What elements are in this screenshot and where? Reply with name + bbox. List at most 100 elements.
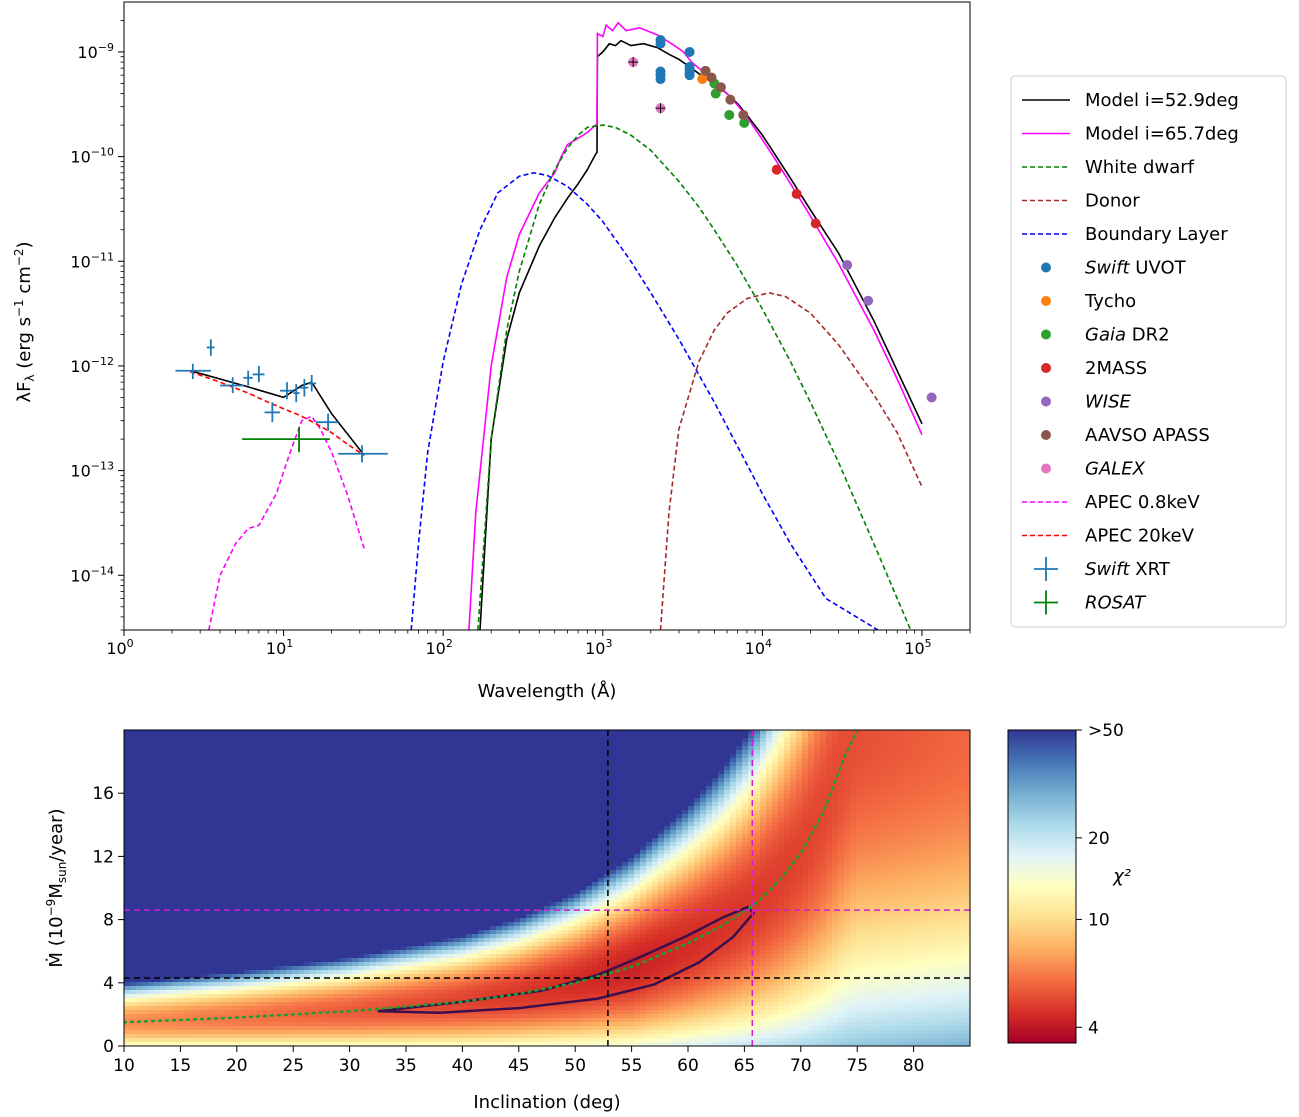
heatmap-cell bbox=[346, 982, 353, 987]
heatmap-cell bbox=[310, 862, 317, 867]
heatmap-cell bbox=[358, 942, 365, 947]
heatmap-cell bbox=[190, 882, 197, 887]
heatmap-cell bbox=[166, 926, 173, 931]
heatmap-cell bbox=[358, 970, 365, 975]
heatmap-cell bbox=[136, 970, 143, 975]
heatmap-cell bbox=[136, 794, 143, 799]
heatmap-cell bbox=[472, 938, 479, 943]
heatmap-cell bbox=[376, 1034, 383, 1039]
heatmap-cell bbox=[172, 950, 179, 955]
heatmap-cell bbox=[430, 966, 437, 971]
heatmap-cell bbox=[298, 910, 305, 915]
heatmap-cell bbox=[418, 862, 425, 867]
heatmap-cell bbox=[358, 930, 365, 935]
heatmap-cell bbox=[442, 1034, 449, 1039]
heatmap-cell bbox=[256, 986, 263, 991]
heatmap-cell bbox=[172, 1006, 179, 1011]
heatmap-cell bbox=[454, 830, 461, 835]
heatmap-cell bbox=[280, 1014, 287, 1019]
heatmap-cell bbox=[196, 730, 203, 735]
heatmap-cell bbox=[430, 822, 437, 827]
heatmap-cell bbox=[460, 894, 467, 899]
heatmap-cell bbox=[316, 858, 323, 863]
heatmap-cell bbox=[460, 990, 467, 995]
heatmap-cell bbox=[196, 974, 203, 979]
heatmap-cell bbox=[202, 998, 209, 1003]
heatmap-cell bbox=[184, 902, 191, 907]
heatmap-cell bbox=[172, 1042, 179, 1046]
heatmap-cell bbox=[424, 938, 431, 943]
heatmap-cell bbox=[364, 790, 371, 795]
heatmap-cell bbox=[400, 1022, 407, 1027]
heatmap-cell bbox=[190, 746, 197, 751]
heatmap-cell bbox=[286, 990, 293, 995]
heatmap-cell bbox=[262, 794, 269, 799]
heatmap-cell bbox=[448, 762, 455, 767]
heatmap-cell bbox=[268, 790, 275, 795]
heatmap-cell bbox=[412, 938, 419, 943]
heatmap-cell bbox=[202, 866, 209, 871]
heatmap-cell bbox=[376, 906, 383, 911]
heatmap-cell bbox=[310, 954, 317, 959]
heatmap-cell bbox=[274, 966, 281, 971]
heatmap-cell bbox=[154, 914, 161, 919]
heatmap-cell bbox=[232, 966, 239, 971]
heatmap-cell bbox=[232, 946, 239, 951]
heatmap-cell bbox=[166, 890, 173, 895]
heatmap-cell bbox=[160, 766, 167, 771]
heatmap-cell bbox=[316, 786, 323, 791]
heatmap-cell bbox=[322, 1002, 329, 1007]
heatmap-cell bbox=[130, 990, 137, 995]
heatmap-cell bbox=[382, 786, 389, 791]
heatmap-cell bbox=[454, 762, 461, 767]
heatmap-cell bbox=[250, 782, 257, 787]
heatmap-cell bbox=[238, 902, 245, 907]
heatmap-cell bbox=[466, 902, 473, 907]
heatmap-cell bbox=[370, 838, 377, 843]
heatmap-cell bbox=[304, 918, 311, 923]
heatmap-cell bbox=[346, 814, 353, 819]
heatmap-cell bbox=[340, 902, 347, 907]
heatmap-cell bbox=[178, 934, 185, 939]
heatmap-cell bbox=[310, 914, 317, 919]
heatmap-cell bbox=[142, 990, 149, 995]
heatmap-cell bbox=[412, 802, 419, 807]
heatmap-cell bbox=[208, 758, 215, 763]
heatmap-cell bbox=[316, 1022, 323, 1027]
heatmap-cell bbox=[382, 838, 389, 843]
heatmap-cell bbox=[394, 1002, 401, 1007]
heatmap-cell bbox=[478, 842, 485, 847]
heatmap-cell bbox=[226, 930, 233, 935]
heatmap-cell bbox=[232, 814, 239, 819]
heatmap-cell bbox=[310, 854, 317, 859]
heatmap-cell bbox=[406, 926, 413, 931]
heatmap-cell bbox=[436, 890, 443, 895]
heatmap-cell bbox=[184, 950, 191, 955]
heatmap-cell bbox=[262, 834, 269, 839]
heatmap-cell bbox=[460, 1018, 467, 1023]
heatmap-cell bbox=[394, 954, 401, 959]
heatmap-cell bbox=[346, 878, 353, 883]
heatmap-cell bbox=[208, 970, 215, 975]
heatmap-cell bbox=[370, 990, 377, 995]
heatmap-cell bbox=[430, 774, 437, 779]
heatmap-cell bbox=[310, 910, 317, 915]
heatmap-cell bbox=[478, 878, 485, 883]
heatmap-cell bbox=[250, 822, 257, 827]
heatmap-cell bbox=[310, 950, 317, 955]
heatmap-cell bbox=[214, 806, 221, 811]
heatmap-cell bbox=[166, 814, 173, 819]
heatmap-cell bbox=[226, 850, 233, 855]
heatmap-cell bbox=[442, 806, 449, 811]
heatmap-cell bbox=[232, 914, 239, 919]
heatmap-cell bbox=[190, 826, 197, 831]
heatmap-cell bbox=[202, 1038, 209, 1043]
heatmap-cell bbox=[394, 810, 401, 815]
heatmap-cell bbox=[148, 742, 155, 747]
heatmap-cell bbox=[220, 902, 227, 907]
heatmap-cell bbox=[292, 978, 299, 983]
heatmap-cell bbox=[286, 922, 293, 927]
heatmap-cell bbox=[358, 826, 365, 831]
heatmap-cell bbox=[178, 878, 185, 883]
heatmap-cell bbox=[208, 794, 215, 799]
